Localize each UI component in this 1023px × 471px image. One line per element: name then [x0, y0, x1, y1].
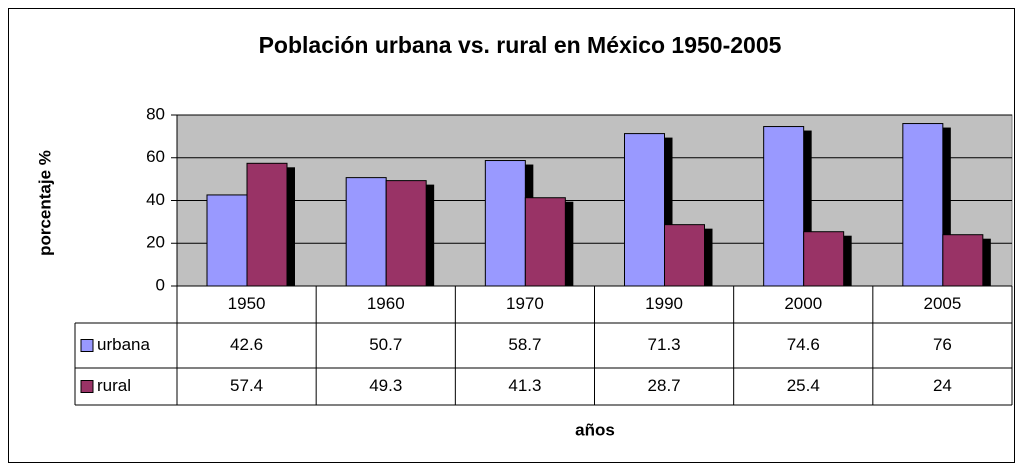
bar-shadow [287, 167, 295, 286]
bar-shadow [803, 130, 812, 286]
bar [484, 160, 526, 287]
bar [763, 126, 805, 287]
x-tick-label: 2005 [924, 294, 962, 313]
x-axis-title: años [575, 420, 615, 439]
x-tick-label: 2000 [784, 294, 822, 313]
bar [524, 197, 566, 287]
legend-label: rural [97, 376, 131, 395]
table-value: 42.6 [230, 335, 263, 354]
table-value: 25.4 [787, 376, 820, 395]
chart-title: Población urbana vs. rural en México 195… [259, 32, 782, 58]
bar [902, 123, 944, 287]
bar [246, 162, 288, 287]
bar [803, 231, 845, 287]
bar [206, 194, 248, 287]
bar-shadow [942, 127, 951, 286]
bar [664, 224, 705, 287]
table-value: 49.3 [369, 376, 402, 395]
bar [345, 177, 387, 287]
table-value: 28.7 [648, 376, 681, 395]
table-value: 24 [933, 376, 952, 395]
table-value: 58.7 [508, 335, 541, 354]
bar-shadow [565, 201, 574, 286]
y-axis-title: porcentaje % [35, 150, 54, 256]
table-value: 41.3 [508, 376, 541, 395]
y-tick-label: 60 [146, 147, 165, 166]
bar-shadow [664, 137, 673, 286]
y-tick-label: 40 [146, 190, 165, 209]
table-value: 74.6 [787, 335, 820, 354]
x-tick-label: 1970 [506, 294, 544, 313]
bar [942, 234, 984, 287]
legend-swatch [80, 339, 94, 352]
table-value: 50.7 [369, 335, 402, 354]
bar [624, 133, 665, 287]
x-tick-label: 1990 [645, 294, 683, 313]
y-tick-label: 0 [156, 275, 165, 294]
legend-swatch [80, 380, 94, 393]
bar [385, 180, 427, 287]
legend-label: urbana [97, 335, 150, 354]
bar-shadow [982, 238, 991, 286]
table-value: 71.3 [648, 335, 681, 354]
table-value: 57.4 [230, 376, 263, 395]
x-tick-label: 1960 [367, 294, 405, 313]
table-value: 76 [933, 335, 952, 354]
y-tick-label: 20 [146, 233, 165, 252]
y-tick-label: 80 [146, 104, 165, 123]
x-tick-label: 1950 [228, 294, 266, 313]
bar-shadow [704, 228, 713, 286]
bar-shadow [843, 235, 852, 286]
bar-shadow [426, 184, 435, 286]
